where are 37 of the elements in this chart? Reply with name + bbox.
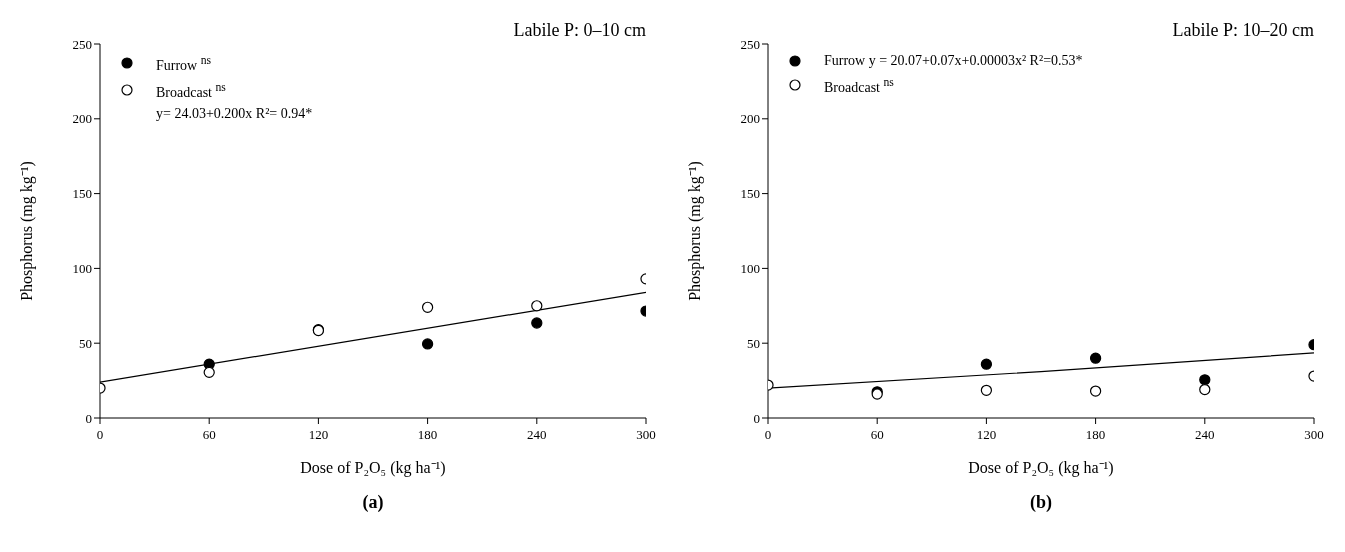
x-tick-label: 300 [636, 427, 656, 443]
chart-title: Labile P: 0–10 cm [513, 20, 646, 41]
y-tick-label: 0 [85, 410, 92, 426]
text: (a) [361, 492, 385, 513]
y-tick-label: 100 [72, 261, 92, 277]
x-tick-label: 120 [976, 427, 997, 443]
x-axis-title: Dose of P₂O₅ (kg ha⁻¹) [967, 458, 1115, 478]
x-tick-label: 180 [417, 427, 438, 443]
text: (b) [1029, 492, 1053, 513]
x-tick-label: 0 [96, 427, 104, 443]
x-tick-label: 300 [1304, 427, 1324, 443]
y-tick-label: 200 [740, 111, 760, 127]
y-tick-label: 50 [747, 335, 760, 351]
y-tick-label: 250 [72, 36, 92, 52]
legend-label: Broadcast $^{ns}$ [156, 79, 226, 102]
x-tick-label: 240 [527, 427, 547, 443]
x-tick-label: 60 [202, 427, 216, 443]
y-tick-label: 50 [79, 335, 92, 351]
x-axis-title: Dose of P₂O₅ (kg ha⁻¹) [299, 458, 447, 478]
y-tick-label: 0 [753, 410, 760, 426]
x-tick-label: 180 [1085, 427, 1106, 443]
x-tick-label: 0 [764, 427, 772, 443]
legend-label: Furrow $^{ns}$ [156, 53, 212, 75]
y-axis-title: Phosphorus (mg kg⁻¹) [17, 161, 37, 301]
x-tick-label: 120 [308, 427, 329, 443]
y-tick-label: 100 [740, 261, 760, 277]
y-tick-label: 150 [740, 186, 760, 202]
annotation: y= 24.03+0.200x R²= 0.94* [156, 105, 313, 124]
legend-label: Furrow y = 20.07+0.07x+0.00003x² R²=0.53* [824, 52, 1083, 70]
x-tick-label: 240 [1195, 427, 1215, 443]
legend-label: Broadcast $^{ns}$ [824, 75, 894, 97]
y-tick-label: 250 [740, 36, 760, 52]
y-axis-title: Phosphorus (mg kg⁻¹) [685, 161, 705, 301]
chart-title: Labile P: 10–20 cm [1172, 20, 1314, 41]
y-tick-label: 200 [72, 111, 92, 127]
y-tick-label: 150 [72, 186, 92, 202]
x-tick-label: 60 [870, 427, 884, 443]
